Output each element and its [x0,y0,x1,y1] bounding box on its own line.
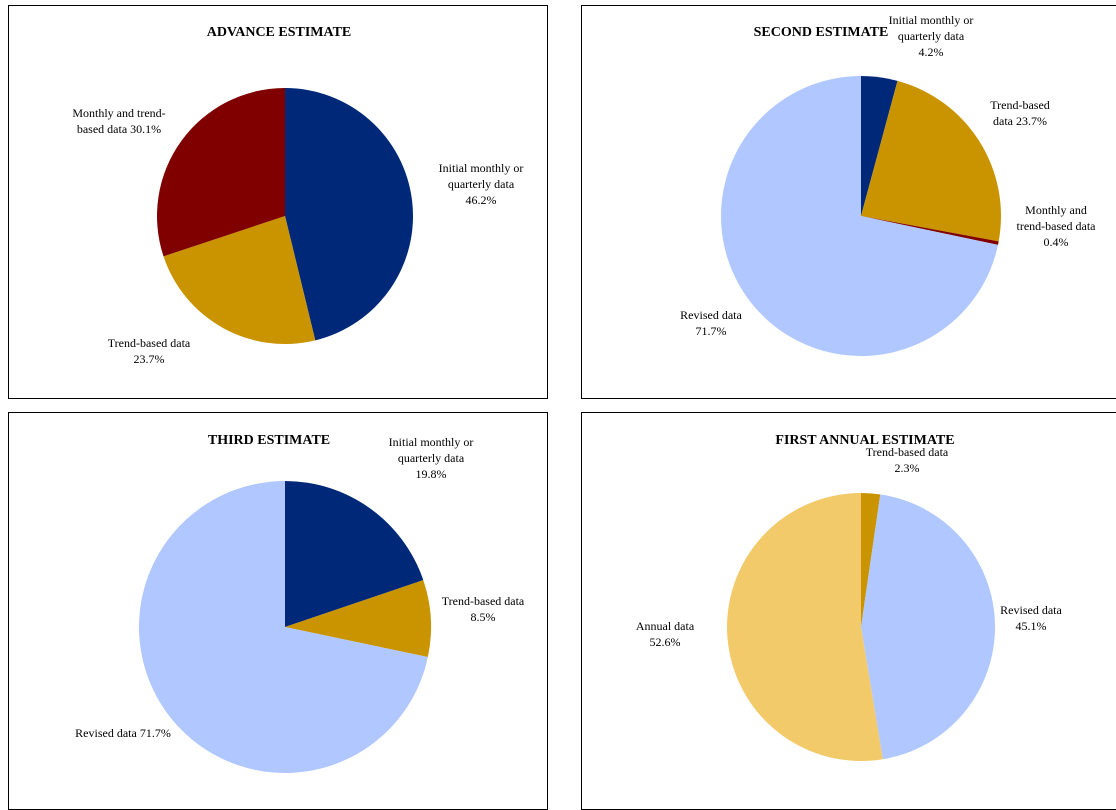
slice-label: Initial monthly or quarterly data 19.8% [389,435,474,481]
pie-slice [285,87,414,341]
pie-slice [861,76,898,216]
pie-slice [727,493,883,761]
pie-chart: FIRST ANNUAL ESTIMATE Trend-based data 2.… [636,433,1062,761]
pie-chart: THIRD ESTIMATE Initial monthly or quarter… [75,433,525,773]
slice-label: Trend-based data 23.7% [990,98,1050,128]
pie-slice [157,88,285,257]
chart-panel-first-annual: FIRST ANNUAL ESTIMATE Trend-based data 2.… [581,412,1116,810]
chart-title: SECOND ESTIMATE [754,25,889,40]
chart-panel-second: SECOND ESTIMATE Initial monthly or quarte… [581,5,1116,399]
pie-slice [861,216,999,245]
chart-panel-advance: ADVANCE ESTIMATE Initial monthly or quart… [8,5,548,399]
slice-label: Annual data 52.6% [636,619,695,649]
slice-label: Revised data 45.1% [1000,603,1062,633]
pie-slice [861,494,996,760]
chart-title: THIRD ESTIMATE [208,433,330,448]
slice-label: Monthly and trend-based data 30.1% [72,106,165,136]
pie-slice [163,216,316,344]
chart-panel-third: THIRD ESTIMATE Initial monthly or quarter… [8,412,548,810]
chart-title: FIRST ANNUAL ESTIMATE [775,433,954,448]
pie-slice [861,493,881,627]
slice-label: Initial monthly or quarterly data 46.2% [439,161,524,207]
pie-chart: ADVANCE ESTIMATE Initial monthly or quart… [72,25,524,366]
pie-slice [861,80,1001,242]
slice-label: Revised data 71.7% [680,308,742,338]
slice-label: Trend-based data 2.3% [866,445,949,475]
pie-slice [285,481,424,627]
pie-slice [285,580,432,658]
pie-slice [720,76,998,357]
slice-label: Revised data 71.7% [75,726,171,740]
chart-title: ADVANCE ESTIMATE [207,25,352,40]
slice-label: Monthly and trend-based data 0.4% [1017,203,1097,249]
pie-chart: SECOND ESTIMATE Initial monthly or quarte… [680,13,1097,357]
slice-label: Initial monthly or quarterly data 4.2% [889,13,974,59]
slice-label: Trend-based data 23.7% [108,336,191,366]
pie-slice [138,481,428,773]
slice-label: Trend-based data 8.5% [442,594,525,624]
